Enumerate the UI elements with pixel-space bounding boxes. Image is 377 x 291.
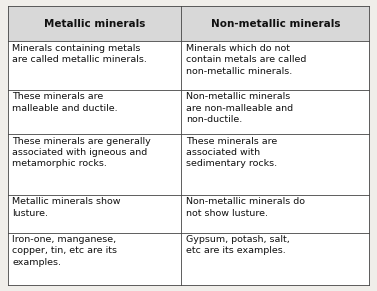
Bar (8, 134, 369, 195)
Text: These minerals are
malleable and ductile.: These minerals are malleable and ductile… (12, 92, 118, 113)
Text: Minerals containing metals
are called metallic minerals.: Minerals containing metals are called me… (12, 44, 147, 64)
Text: These minerals are
associated with
sedimentary rocks.: These minerals are associated with sedim… (186, 136, 277, 168)
Text: Non-metallic minerals
are non-malleable and
non-ductile.: Non-metallic minerals are non-malleable … (186, 92, 293, 124)
Text: Non-metallic minerals: Non-metallic minerals (211, 19, 340, 29)
Text: Minerals which do not
contain metals are called
non-metallic minerals.: Minerals which do not contain metals are… (186, 44, 306, 75)
Bar (8, 195, 369, 233)
Text: Non-metallic minerals do
not show lusture.: Non-metallic minerals do not show lustur… (186, 197, 305, 218)
Text: Iron-one, manganese,
copper, tin, etc are its
examples.: Iron-one, manganese, copper, tin, etc ar… (12, 235, 117, 267)
Bar (8, 41, 369, 90)
Text: Metallic minerals: Metallic minerals (44, 19, 145, 29)
Text: Metallic minerals show
lusture.: Metallic minerals show lusture. (12, 197, 121, 218)
Text: These minerals are generally
associated with igneous and
metamorphic rocks.: These minerals are generally associated … (12, 136, 151, 168)
Bar (8, 6, 369, 41)
Text: Gypsum, potash, salt,
etc are its examples.: Gypsum, potash, salt, etc are its exampl… (186, 235, 290, 255)
Bar (8, 233, 369, 285)
Bar (8, 90, 369, 134)
